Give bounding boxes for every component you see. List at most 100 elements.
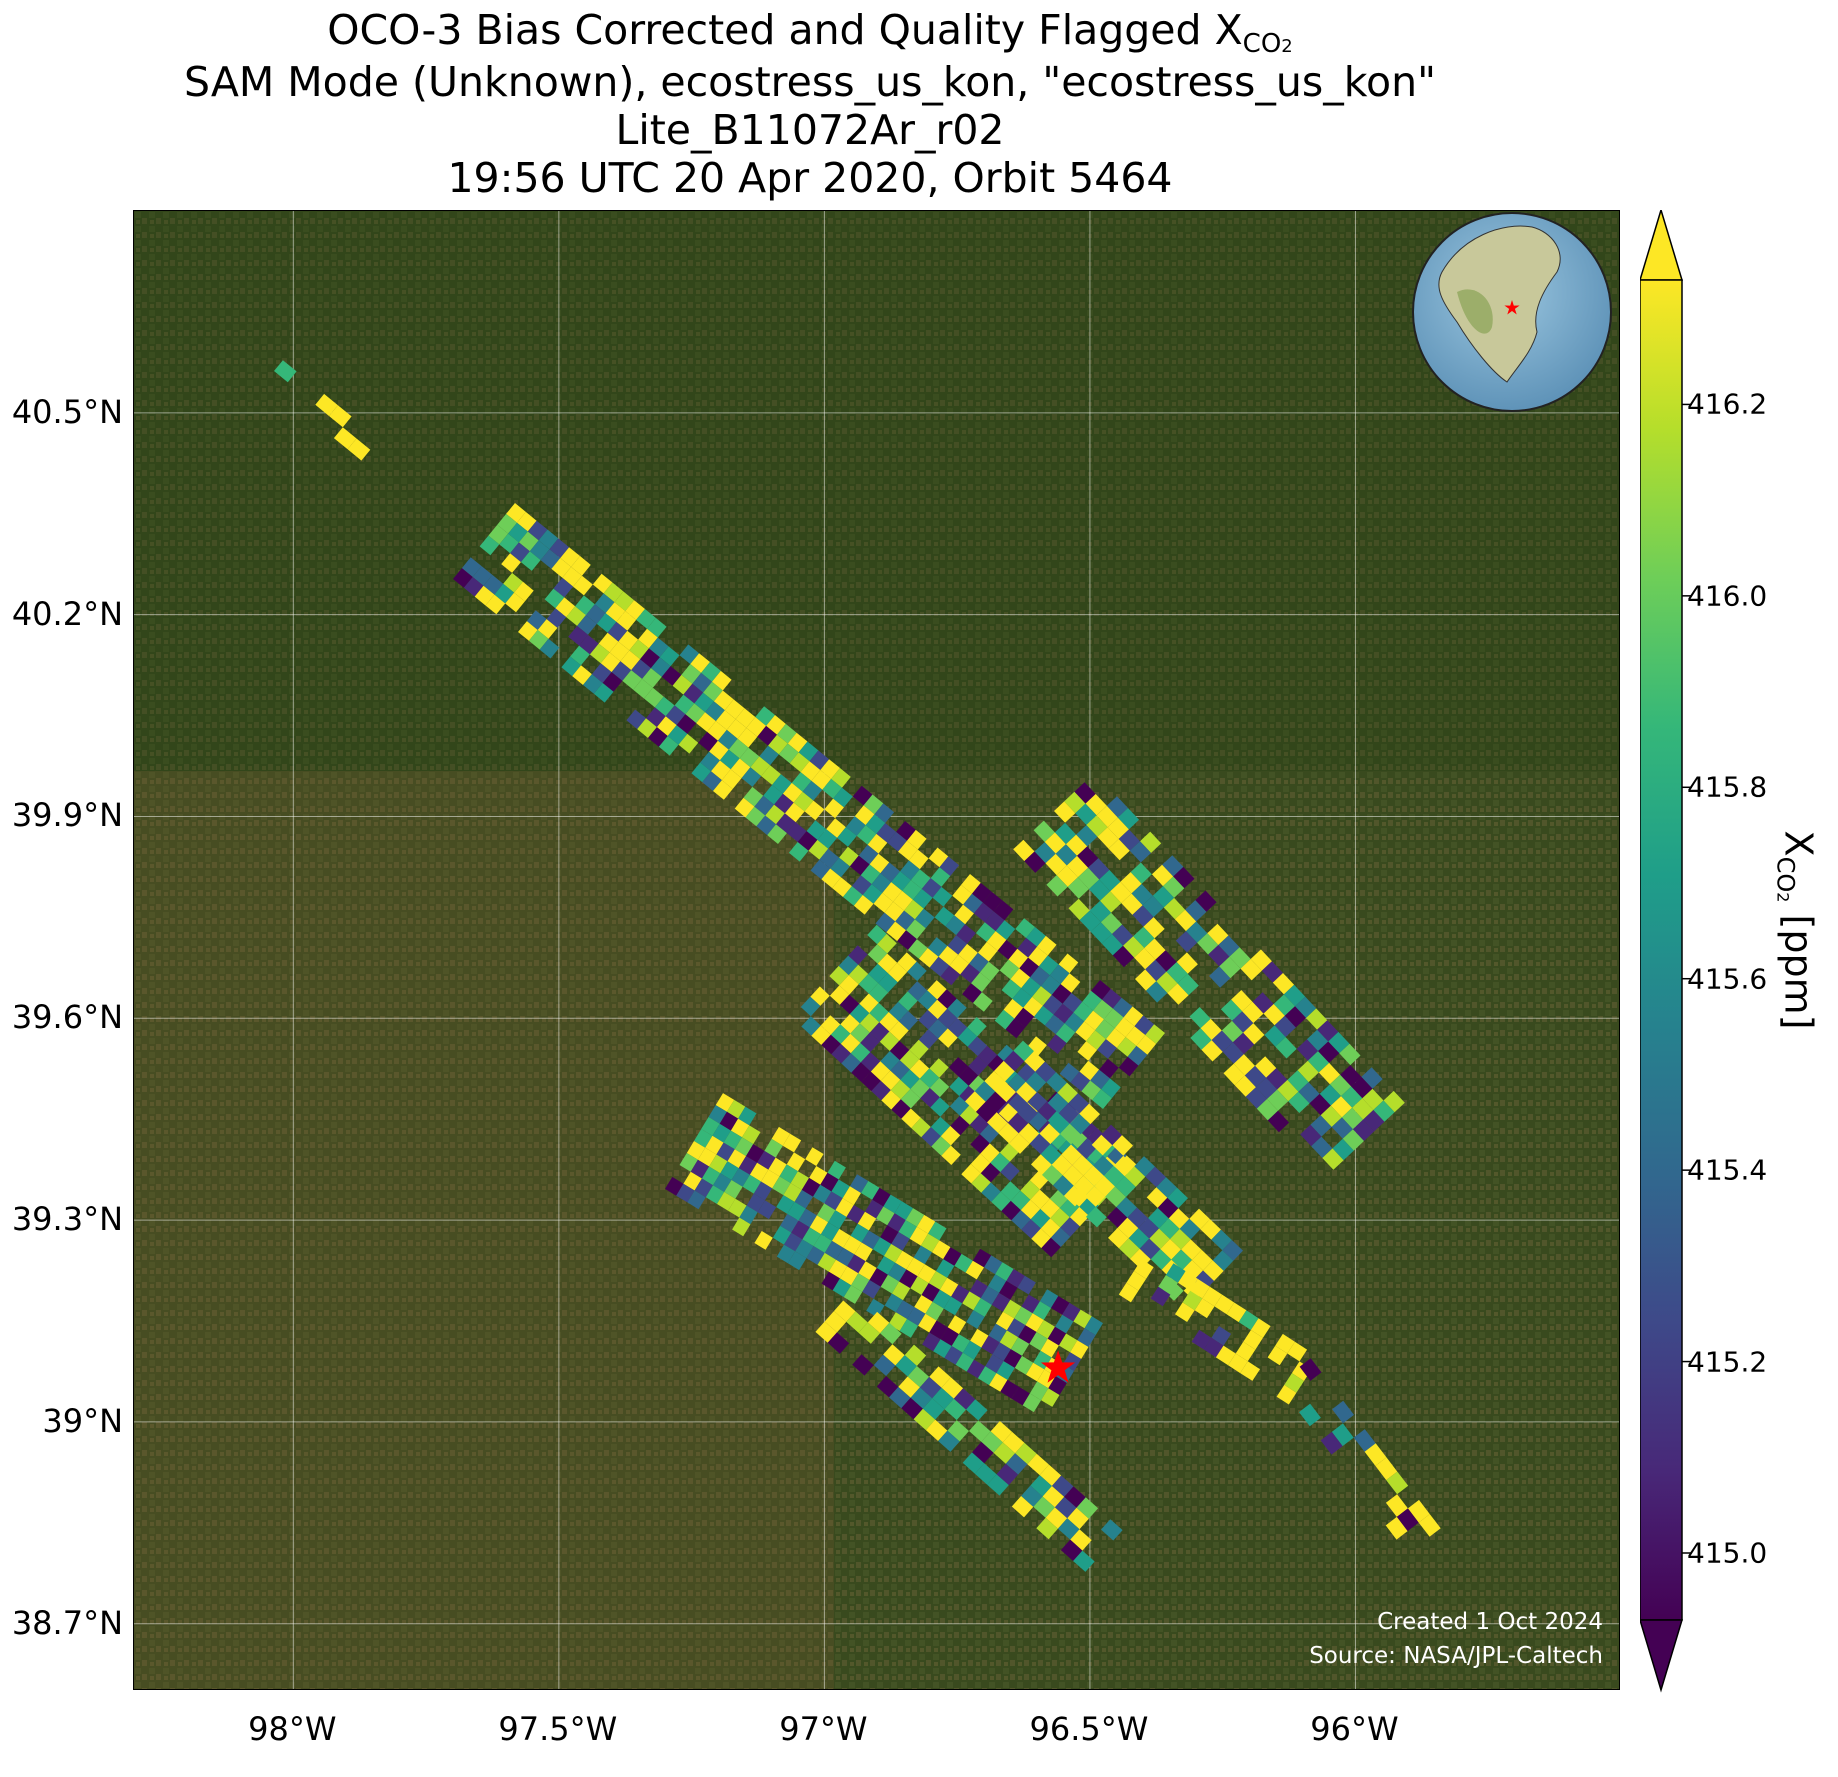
map-canvas[interactable] xyxy=(134,211,1620,1690)
sounding-pixel xyxy=(809,750,830,770)
sounding-pixel xyxy=(1067,1507,1089,1530)
sounding-pixel xyxy=(676,1183,695,1203)
sounding-pixel xyxy=(847,1254,866,1274)
sounding-pixel xyxy=(723,1130,742,1150)
sounding-pixel xyxy=(1089,900,1112,923)
sounding-pixel xyxy=(826,818,846,838)
sounding-pixel xyxy=(1060,1539,1083,1561)
sounding-pixel xyxy=(948,1057,969,1077)
sounding-pixel xyxy=(1267,1110,1290,1133)
sounding-pixel xyxy=(1010,1337,1030,1356)
sounding-pixel xyxy=(1040,1198,1060,1219)
latitude-tick-label: 39.3°N xyxy=(11,1200,123,1239)
sounding-pixel xyxy=(1024,1051,1045,1072)
colorbar-body xyxy=(1640,279,1683,1621)
sounding-pixel xyxy=(1232,1032,1255,1055)
sounding-pixel xyxy=(1145,1024,1165,1044)
sounding-pixel xyxy=(869,1268,888,1287)
sounding-pixel xyxy=(1013,1040,1034,1062)
sounding-pixel xyxy=(1038,955,1059,976)
sounding-pixel xyxy=(927,980,947,1000)
sounding-pixel xyxy=(778,743,799,764)
sounding-pixel xyxy=(928,1221,947,1241)
sounding-pixel xyxy=(614,591,635,611)
sounding-pixel xyxy=(743,786,764,807)
sounding-pixel xyxy=(1208,945,1230,967)
sounding-pixel xyxy=(784,802,805,823)
sounding-pixel xyxy=(1362,1088,1384,1110)
sounding-pixel xyxy=(881,1090,901,1110)
sounding-pixel xyxy=(1054,801,1076,823)
sounding-pixel xyxy=(860,864,881,885)
sounding-pixel xyxy=(1209,966,1231,988)
sounding-pixel xyxy=(1112,945,1135,968)
sounding-pixel xyxy=(890,1060,910,1080)
sounding-pixel xyxy=(899,1319,919,1338)
sounding-pixel xyxy=(888,1001,909,1022)
sounding-pixel xyxy=(804,800,825,821)
sounding-pixel xyxy=(947,1315,967,1335)
sounding-pixel xyxy=(1034,1005,1054,1026)
sounding-pixel xyxy=(1044,832,1066,854)
sounding-pixel xyxy=(1028,946,1048,967)
sounding-pixel xyxy=(1001,1200,1021,1221)
sounding-pixel xyxy=(973,1298,992,1317)
sounding-pixel xyxy=(802,1227,821,1247)
sounding-pixel xyxy=(869,853,890,874)
sounding-pixel xyxy=(1055,1314,1074,1334)
sounding-pixel xyxy=(709,1154,728,1174)
sounding-pixel xyxy=(1273,994,1295,1016)
sounding-pixel xyxy=(1021,1485,1043,1507)
sounding-pixel xyxy=(1084,1316,1103,1336)
sounding-pixel xyxy=(1375,1457,1398,1481)
sounding-pixel xyxy=(849,855,870,876)
sounding-pixel xyxy=(1178,1271,1198,1291)
sounding-pixel xyxy=(741,767,762,787)
sounding-pixel xyxy=(887,1213,906,1232)
sounding-pixel xyxy=(852,785,873,806)
sounding-pixel xyxy=(914,908,935,929)
sounding-pixel xyxy=(995,1262,1014,1281)
sounding-pixel xyxy=(571,556,591,576)
sounding-pixel xyxy=(898,1011,919,1031)
sounding-pixel xyxy=(573,575,593,596)
sounding-pixel xyxy=(1097,1039,1117,1059)
sounding-pixel xyxy=(848,945,868,965)
sounding-pixel xyxy=(808,839,829,860)
longitude-tick-label: 96.5°W xyxy=(1029,1710,1149,1748)
sounding-pixel xyxy=(506,503,526,523)
sounding-pixel xyxy=(1176,952,1198,974)
sounding-pixel xyxy=(701,662,721,682)
sounding-pixel xyxy=(1003,1349,1022,1368)
colorbar xyxy=(1640,210,1692,1693)
sounding-pixel xyxy=(858,1261,877,1280)
sounding-pixel xyxy=(705,1185,725,1204)
sounding-pixel xyxy=(850,1223,869,1243)
sounding-pixel xyxy=(1044,1014,1065,1035)
sounding-pixel xyxy=(992,1342,1011,1362)
sounding-pixel xyxy=(1341,1107,1364,1130)
sounding-pixel xyxy=(734,1137,754,1157)
sounding-pixel xyxy=(801,1016,821,1036)
sounding-pixel xyxy=(739,1205,758,1225)
sounding-pixel xyxy=(1090,922,1112,944)
sounding-pixel xyxy=(665,1176,684,1196)
sounding-pixel xyxy=(1211,1030,1233,1052)
sounding-pixel xyxy=(540,549,561,569)
sounding-pixel xyxy=(1351,1076,1373,1099)
sounding-pixel xyxy=(1027,1453,1049,1476)
sounding-pixel xyxy=(982,891,1003,912)
sounding-pixel xyxy=(1124,1166,1146,1187)
sounding-pixel xyxy=(1073,1309,1092,1329)
sounding-pixel xyxy=(1059,1062,1080,1083)
map-panel[interactable]: Created 1 Oct 2024 Source: NASA/JPL-Calt… xyxy=(133,210,1620,1690)
sounding-pixel xyxy=(837,827,857,847)
sounding-pixel xyxy=(989,1373,1008,1392)
sounding-pixel xyxy=(782,782,803,803)
sounding-pixel xyxy=(912,888,933,909)
sounding-pixel xyxy=(928,1271,948,1290)
sounding-pixel xyxy=(754,1231,773,1250)
sounding-pixel xyxy=(970,1153,991,1174)
sounding-pixel xyxy=(917,990,938,1010)
sounding-pixel xyxy=(705,1135,724,1155)
